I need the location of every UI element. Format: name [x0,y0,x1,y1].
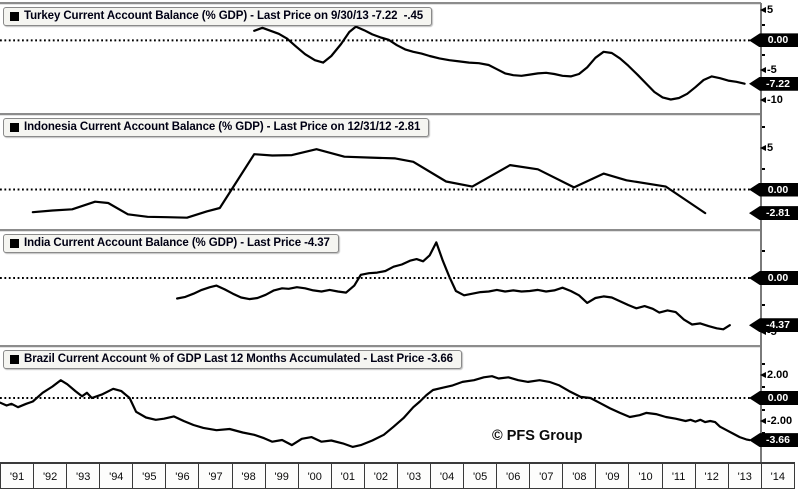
panel-india: India Current Account Balance (% GDP) - … [0,232,800,345]
price-badge: 0.00 [749,391,798,405]
y-tick-label: 5 [767,4,774,17]
panel-separator [0,229,761,232]
x-year-cell: '00 [299,464,332,488]
legend-marker-icon [10,122,19,132]
x-year-cell: '01 [332,464,365,488]
panel-indonesia: Indonesia Current Account Balance (% GDP… [0,116,800,229]
y-tick-minor [760,385,765,388]
legend-box-indonesia: Indonesia Current Account Balance (% GDP… [3,118,430,137]
x-year-cell: '06 [497,464,531,488]
y-tick-minor [760,408,765,411]
x-year-cell: '99 [266,464,299,488]
y-tick: 5 [760,142,773,154]
tick-arrow-icon [760,97,766,104]
y-tick: -5 [760,64,777,76]
x-year-cell: '13 [729,464,762,488]
price-badge: 0.00 [749,271,798,285]
x-year-cell: '14 [762,464,795,488]
x-year-cell: '96 [166,464,200,488]
x-year-cell: '92 [34,464,68,488]
tick-arrow-icon [760,372,766,378]
indonesia-plot [0,148,761,219]
x-year-cell: '11 [663,464,696,488]
price-badge: -4.37 [749,318,798,333]
brazil-plot [0,375,761,449]
y-tick-minor [760,24,765,27]
price-badge: -2.81 [749,206,798,221]
legend-marker-icon [10,11,19,21]
x-year-cell: '07 [530,464,564,488]
legend-box-india: India Current Account Balance (% GDP) - … [3,234,339,253]
y-tick-label: -5 [767,64,777,77]
x-year-cell: '95 [133,464,167,488]
x-year-cell: '08 [563,464,597,488]
watermark: © PFS Group [492,428,583,444]
legend-title-indonesia: Indonesia Current Account Balance (% GDP… [24,121,421,133]
x-year-cell: '10 [629,464,663,488]
y-tick: -2.00 [760,415,792,427]
y-tick-minor [760,250,765,252]
tick-arrow-icon [760,67,766,74]
x-year-cell: '98 [233,464,266,488]
panel-separator [0,2,761,5]
y-tick-label: 5 [767,141,774,154]
series-line [176,241,731,331]
tick-arrow-icon [760,418,766,424]
panel-turkey: Turkey Current Account Balance (% GDP) -… [0,4,800,113]
y-tick-label: -2.00 [767,415,793,427]
y-tick-minor [760,362,765,365]
y-tick-label: -10 [767,94,783,107]
x-year-cell: '02 [365,464,398,488]
price-badge: -3.66 [749,433,798,448]
legend-box-turkey: Turkey Current Account Balance (% GDP) -… [3,7,433,26]
legend-marker-icon [10,354,19,364]
panel-separator [0,345,761,348]
x-year-cell: '03 [398,464,432,488]
legend-title-turkey: Turkey Current Account Balance (% GDP) -… [24,10,424,22]
x-year-cell: '05 [464,464,498,488]
x-year-cell: '93 [67,464,101,488]
turkey-plot [0,25,761,101]
y-tick-minor [760,304,765,306]
x-year-cell: '94 [100,464,134,488]
legend-box-brazil: Brazil Current Account % of GDP Last 12 … [3,350,462,369]
price-badge: 0.00 [749,33,798,48]
x-year-cell: '12 [696,464,729,488]
y-tick-minor [760,167,765,170]
x-year-cell: '97 [199,464,233,488]
panel-brazil: Brazil Current Account % of GDP Last 12 … [0,348,800,461]
legend-title-india: India Current Account Balance (% GDP) - … [24,237,330,249]
x-axis-row: '91'92'93'94'95'96'97'98'99'00'01'02'03 '… [0,462,795,489]
legend-title-brazil: Brazil Current Account % of GDP Last 12 … [24,353,453,365]
india-plot [0,241,761,331]
x-year-cell: '09 [596,464,630,488]
y-tick-minor [760,125,765,128]
x-year-cell: '91 [1,464,35,488]
price-badge: -7.22 [749,76,798,91]
x-year-cell: '04 [431,464,465,488]
series-line [253,25,746,101]
legend-marker-icon [10,238,19,248]
y-tick: 5 [760,4,773,16]
price-badge: 0.00 [749,182,798,197]
y-tick-minor [760,431,765,434]
y-axis-line [760,3,762,462]
y-tick: 2.00 [760,369,788,381]
tick-arrow-icon [760,7,766,14]
y-tick-minor [760,54,765,57]
series-line [31,148,707,219]
y-tick: -10 [760,94,783,106]
y-tick-label: 2.00 [767,369,789,381]
tick-arrow-icon [760,144,766,151]
series-line [0,375,751,449]
panel-separator [0,113,761,116]
